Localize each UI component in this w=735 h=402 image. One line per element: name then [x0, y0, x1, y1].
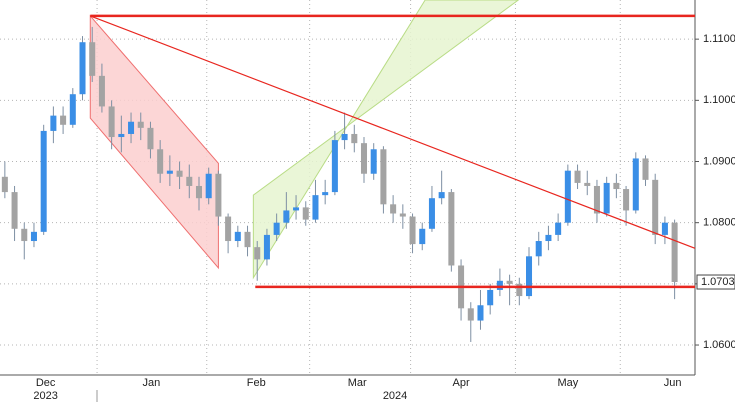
candle-body: [487, 289, 494, 306]
x-tick-label: Mar: [348, 377, 367, 389]
candle-body: [593, 185, 600, 214]
candle-body: [564, 170, 571, 223]
candle-body: [118, 133, 125, 138]
candle-body: [263, 234, 270, 260]
candle-body: [661, 222, 668, 235]
candle-body: [69, 94, 76, 125]
candle-body: [351, 133, 358, 144]
candle-body: [322, 192, 329, 196]
candle-body: [642, 158, 649, 180]
candle-body: [603, 182, 610, 214]
candle-body: [312, 195, 319, 220]
y-tick-label: 1.0800: [703, 217, 735, 229]
y-tick-label: 1.1100: [703, 33, 735, 45]
candle-body: [60, 115, 67, 125]
candle-body: [555, 222, 562, 235]
candle-body: [166, 170, 173, 174]
candle-body: [438, 192, 445, 199]
candle-body: [30, 231, 37, 242]
candle-body: [370, 149, 377, 174]
year-label: 2023: [33, 390, 57, 402]
candle-body: [496, 280, 503, 290]
y-tick-label: 1.0600: [703, 339, 735, 351]
last-price-box: [696, 274, 735, 290]
candle-body: [419, 228, 426, 245]
candle-body: [225, 216, 232, 242]
candle-body: [147, 127, 154, 150]
candle-body: [108, 106, 115, 138]
candle-body: [535, 241, 542, 257]
x-tick-label: May: [557, 377, 578, 389]
candle-body: [671, 222, 678, 283]
candle-body: [477, 305, 484, 321]
candle-body: [283, 210, 290, 223]
candle-body: [331, 140, 338, 193]
candle-body: [98, 75, 105, 107]
candle-body: [137, 121, 144, 128]
trend-line: [90, 15, 696, 249]
year-label: 2024: [383, 390, 407, 402]
candle-body: [360, 143, 368, 174]
candle-body: [244, 231, 251, 248]
candle-body: [157, 149, 164, 174]
candle-body: [1, 176, 8, 193]
candle-body: [40, 130, 47, 232]
candle-body: [21, 228, 28, 242]
candle-body: [341, 133, 348, 141]
candle-body: [176, 170, 183, 177]
candle-body: [273, 222, 280, 235]
candle-body: [526, 256, 533, 297]
candle-body: [380, 149, 387, 205]
candle-body: [428, 198, 435, 229]
candle-body: [215, 173, 222, 217]
candle-body: [302, 207, 309, 220]
candle-body: [467, 308, 474, 321]
x-tick-label: Jan: [143, 377, 161, 389]
candle-body: [613, 182, 620, 190]
x-tick-label: Feb: [247, 377, 266, 389]
candle-body: [293, 207, 300, 211]
candle-body: [632, 158, 639, 211]
candle-body: [399, 213, 406, 217]
y-tick-label: 1.0900: [703, 155, 735, 167]
x-tick-label: Dec: [36, 377, 56, 389]
candle-body: [11, 192, 18, 229]
candle-body: [448, 192, 455, 266]
candle-body: [516, 283, 523, 297]
candle-body: [584, 182, 591, 186]
candle-body: [623, 189, 630, 211]
candle-body: [506, 280, 513, 284]
channel: [89, 14, 219, 270]
candle-body: [79, 42, 86, 95]
channel: [252, 0, 520, 280]
candle-body: [50, 115, 57, 131]
candle-body: [128, 121, 135, 134]
candle-body: [195, 185, 202, 199]
last-price-label: 1.0703: [701, 276, 735, 288]
candle-body: [545, 234, 552, 242]
candle-body: [186, 176, 193, 186]
candle-body: [390, 204, 397, 214]
candle-body: [574, 170, 581, 183]
candle-body: [205, 173, 212, 199]
candle-body: [254, 247, 261, 260]
candle-body: [89, 42, 96, 76]
x-tick-label: Jun: [664, 377, 682, 389]
x-tick-label: Apr: [453, 377, 470, 389]
candle-body: [652, 179, 659, 235]
candle-body: [409, 216, 416, 245]
candle-body: [234, 231, 241, 242]
y-tick-label: 1.1000: [703, 94, 735, 106]
